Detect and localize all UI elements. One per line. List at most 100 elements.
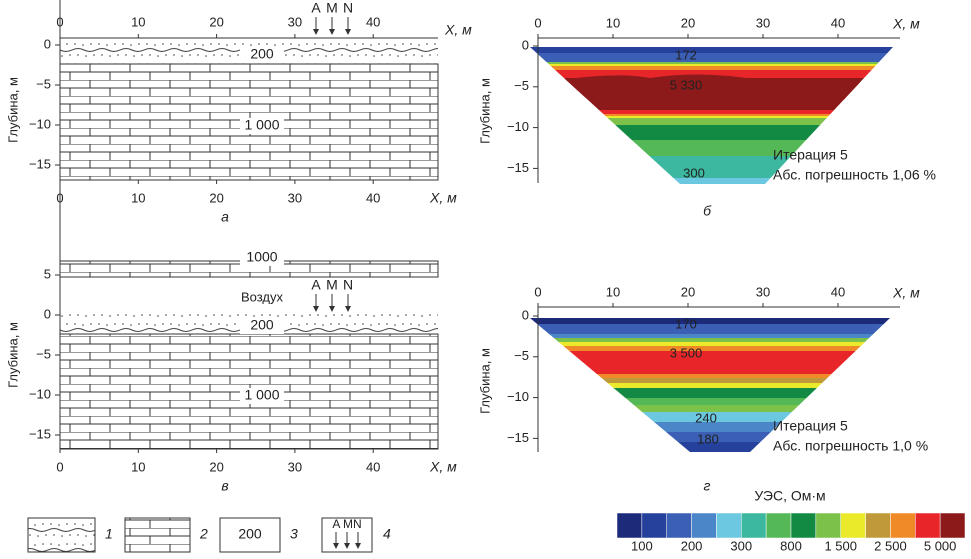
- y-tick-label: −10: [29, 386, 51, 401]
- panel-letter: г: [704, 478, 711, 494]
- band: [530, 351, 890, 374]
- label-bg: [240, 250, 284, 266]
- y-tick-label: −10: [507, 389, 529, 404]
- section: [530, 318, 890, 452]
- arrow-head: [313, 29, 319, 35]
- legend-number: 1: [105, 526, 113, 542]
- x-tick-label: 30: [288, 14, 302, 29]
- x-tick-label: 20: [681, 284, 695, 299]
- layer-label: 200: [250, 46, 274, 62]
- band: [530, 432, 890, 442]
- color-swatch: [691, 512, 717, 539]
- panel-letter: б: [703, 203, 712, 219]
- electrode: M: [326, 0, 338, 16]
- arrow-head: [344, 543, 350, 549]
- legend-box: [27, 517, 96, 553]
- band: [530, 398, 890, 405]
- band: [530, 318, 890, 324]
- legend-number: 2: [199, 526, 208, 542]
- band: [530, 125, 893, 140]
- colorbar-label: 200: [681, 538, 703, 553]
- electrode: A: [311, 277, 321, 293]
- color-swatch: [840, 512, 866, 539]
- y-tick-label: 0: [522, 37, 529, 52]
- layer-label: 1 000: [244, 117, 279, 133]
- y-axis-label: Глубина, м: [5, 322, 20, 388]
- x-axis-label: X, м: [429, 459, 457, 475]
- y-tick-label: −5: [36, 76, 51, 91]
- y-tick-label: −5: [36, 346, 51, 361]
- value-label: 3 500: [670, 345, 703, 360]
- x-tick-label: 30: [756, 284, 770, 299]
- band: [530, 114, 893, 116]
- x-axis-label: X, м: [429, 190, 457, 206]
- band: [530, 412, 890, 422]
- band: [530, 334, 890, 338]
- band: [530, 324, 890, 334]
- y-axis-label: Глубина, м: [477, 78, 492, 144]
- x-tick-label: 10: [606, 284, 620, 299]
- arrow-head: [329, 306, 335, 312]
- band: [530, 422, 890, 432]
- x-tick-label: 30: [288, 190, 302, 205]
- layer-label: 1000: [246, 249, 277, 265]
- y-tick-label: 0: [44, 36, 51, 51]
- band: [530, 64, 893, 66]
- y-tick-label: 0: [44, 306, 51, 321]
- arrow-head: [355, 543, 361, 549]
- x-tick-label: 10: [131, 459, 145, 474]
- arrow-head: [345, 306, 351, 312]
- panel-letter: в: [221, 478, 228, 494]
- band: [530, 374, 890, 378]
- section: [530, 47, 893, 184]
- y-tick-label: −15: [29, 426, 51, 441]
- x-tick-label: 10: [131, 190, 145, 205]
- x-tick-label: 30: [288, 459, 302, 474]
- color-swatch: [666, 512, 692, 539]
- y-tick-label: 5: [44, 266, 51, 281]
- color-swatch: [616, 512, 643, 539]
- value-label: 172: [675, 47, 697, 62]
- arrow-head: [329, 29, 335, 35]
- x-axis-label: X, м: [892, 285, 920, 301]
- x-tick-label: 0: [56, 459, 63, 474]
- x-tick-label: 0: [534, 15, 541, 30]
- x-tick-label: 20: [681, 15, 695, 30]
- x-tick-label: 10: [606, 15, 620, 30]
- layer-label: 1 000: [244, 387, 279, 403]
- x-tick-label: 0: [534, 284, 541, 299]
- arrow-head: [333, 543, 339, 549]
- y-axis-label: Глубина, м: [5, 77, 20, 143]
- x-axis-label: X, м: [444, 22, 472, 38]
- legend-value: 200: [238, 526, 262, 542]
- x-tick-label: 30: [756, 15, 770, 30]
- legend-electrodes: A MN: [332, 517, 361, 531]
- value-label: 300: [683, 165, 705, 180]
- layer-label: 200: [250, 317, 274, 333]
- electrode: A: [311, 0, 321, 16]
- label-bg: [240, 388, 284, 404]
- error: Абс. погрешность 1,0 %: [773, 438, 928, 454]
- band: [530, 66, 893, 70]
- electrode: N: [343, 0, 353, 16]
- band: [530, 110, 893, 114]
- panel-letter: а: [221, 209, 229, 225]
- electrode: N: [343, 277, 353, 293]
- x-tick-label: 40: [366, 14, 380, 29]
- value-label: 170: [675, 316, 697, 331]
- arrow-head: [313, 306, 319, 312]
- legend-number: 4: [383, 526, 391, 542]
- band: [530, 70, 893, 78]
- x-tick-label: 40: [366, 459, 380, 474]
- band: [530, 47, 893, 53]
- y-tick-label: −15: [507, 430, 529, 445]
- y-tick-label: −5: [514, 78, 529, 93]
- colorbar-label: 1 500: [824, 538, 857, 553]
- x-tick-label: 40: [366, 190, 380, 205]
- x-tick-label: 40: [831, 284, 845, 299]
- error: Абс. погрешность 1,06 %: [773, 167, 936, 183]
- air-label: Воздух: [241, 289, 284, 304]
- color-swatch: [939, 512, 966, 539]
- color-swatch: [741, 512, 767, 539]
